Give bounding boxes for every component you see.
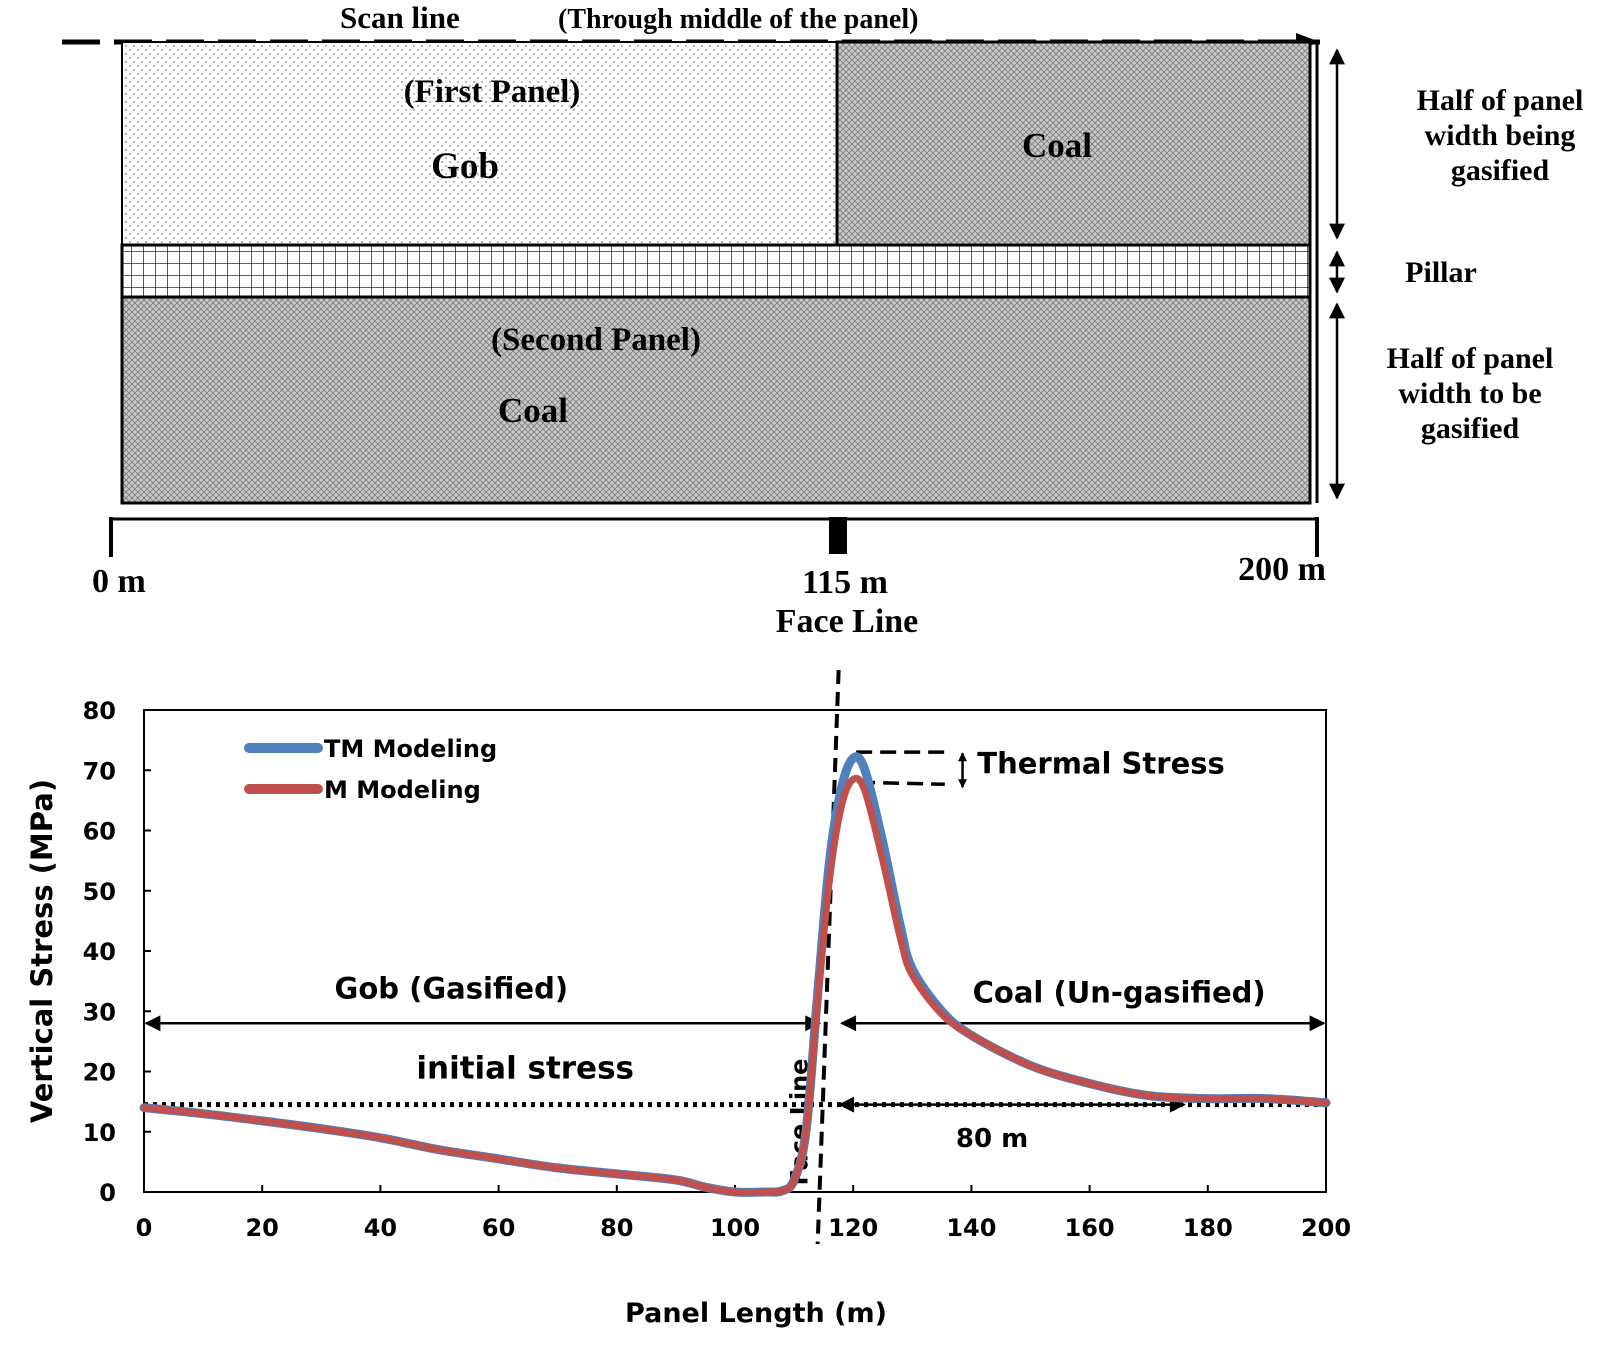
scan-line-note: (Through middle of the panel) <box>558 4 918 35</box>
x-tick-label: 80 <box>600 1214 633 1242</box>
y-tick-label: 70 <box>83 757 116 785</box>
second-panel-label: (Second Panel) <box>491 322 701 358</box>
gob-region-label: Gob (Gasified) <box>335 971 569 1005</box>
y-tick-label: 60 <box>83 818 116 846</box>
x-axis-title: Panel Length (m) <box>625 1298 887 1329</box>
scale-mid-note: Face Line <box>776 603 919 640</box>
right-label-bottom-line-2: width to be <box>1398 377 1541 410</box>
y-axis: 0 10 20 30 40 50 60 70 80 <box>83 697 151 1207</box>
first-panel-label: (First Panel) <box>404 74 581 110</box>
series-lines <box>139 752 1331 1197</box>
legend-label-m: M Modeling <box>324 776 481 804</box>
y-tick-label: 10 <box>83 1119 116 1147</box>
y-tick-label: 80 <box>83 697 116 725</box>
panel-diagram: Scan line (Through middle of the panel) … <box>62 0 1583 640</box>
coal-bottom-label: Coal <box>498 391 568 430</box>
y-tick-label: 0 <box>99 1179 116 1207</box>
right-label-bottom-line-1: Half of panel <box>1387 342 1554 375</box>
coal-region-top <box>835 40 1312 247</box>
x-tick-label: 100 <box>710 1214 760 1242</box>
x-tick-label: 180 <box>1183 1214 1233 1242</box>
x-tick-label: 120 <box>828 1214 878 1242</box>
right-label-top-line-3: gasified <box>1451 154 1550 187</box>
y-tick-label: 50 <box>83 878 116 906</box>
gob-label: Gob <box>431 146 499 187</box>
x-tick-label: 40 <box>364 1214 397 1242</box>
scale-start-label: 0 m <box>92 563 146 600</box>
right-label-top-line-1: Half of panel <box>1417 84 1584 117</box>
y-tick-label: 40 <box>83 938 116 966</box>
legend: TM Modeling M Modeling <box>244 735 497 804</box>
x-tick-label: 20 <box>245 1214 278 1242</box>
thermal-stress-bottom-line <box>859 780 945 787</box>
stress-chart: 0 20 40 60 80 100 120 140 160 180 200 0 10 20 30 40 50 6… <box>25 669 1351 1329</box>
series-line-m-modeling <box>140 774 1330 1196</box>
scan-line-title: Scan line <box>340 0 460 35</box>
y-tick-label: 30 <box>83 998 116 1026</box>
span-80m-label: 80 m <box>956 1124 1028 1154</box>
x-tick-label: 60 <box>482 1214 515 1242</box>
thermal-stress-label: Thermal Stress <box>977 746 1224 780</box>
coal-region-label: Coal (Un-gasified) <box>973 975 1266 1009</box>
gob-region <box>121 41 838 246</box>
face-line <box>815 669 841 1245</box>
pillar-region <box>120 243 1312 299</box>
scale-mid-label: 115 m <box>802 564 888 601</box>
legend-label-tm: TM Modeling <box>324 735 497 763</box>
x-axis: 0 20 40 60 80 100 120 140 160 180 200 <box>136 1185 1351 1242</box>
plot-frame <box>143 709 1327 1193</box>
right-label-bottom-line-3: gasified <box>1421 412 1520 445</box>
x-tick-label: 160 <box>1065 1214 1115 1242</box>
x-tick-label: 200 <box>1301 1214 1351 1242</box>
right-label-top-line-2: width being <box>1425 119 1576 152</box>
scale-end-label: 200 m <box>1238 551 1326 588</box>
pillar-label: Pillar <box>1405 256 1477 289</box>
x-tick-label: 140 <box>946 1214 996 1242</box>
length-scale-bar <box>109 517 1319 557</box>
coal-top-label: Coal <box>1022 126 1092 165</box>
coal-region-bottom <box>120 295 1312 505</box>
initial-stress-label: initial stress <box>416 1051 634 1087</box>
y-axis-title: Vertical Stress (MPa) <box>25 779 59 1123</box>
y-tick-label: 20 <box>83 1059 116 1087</box>
x-tick-label: 0 <box>136 1214 153 1242</box>
